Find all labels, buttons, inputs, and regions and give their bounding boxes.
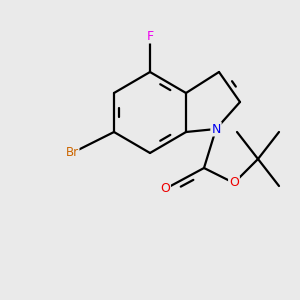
Text: O: O (229, 176, 239, 190)
Text: O: O (160, 182, 170, 196)
Text: Br: Br (65, 146, 79, 160)
Text: F: F (146, 29, 154, 43)
Text: N: N (211, 122, 221, 136)
